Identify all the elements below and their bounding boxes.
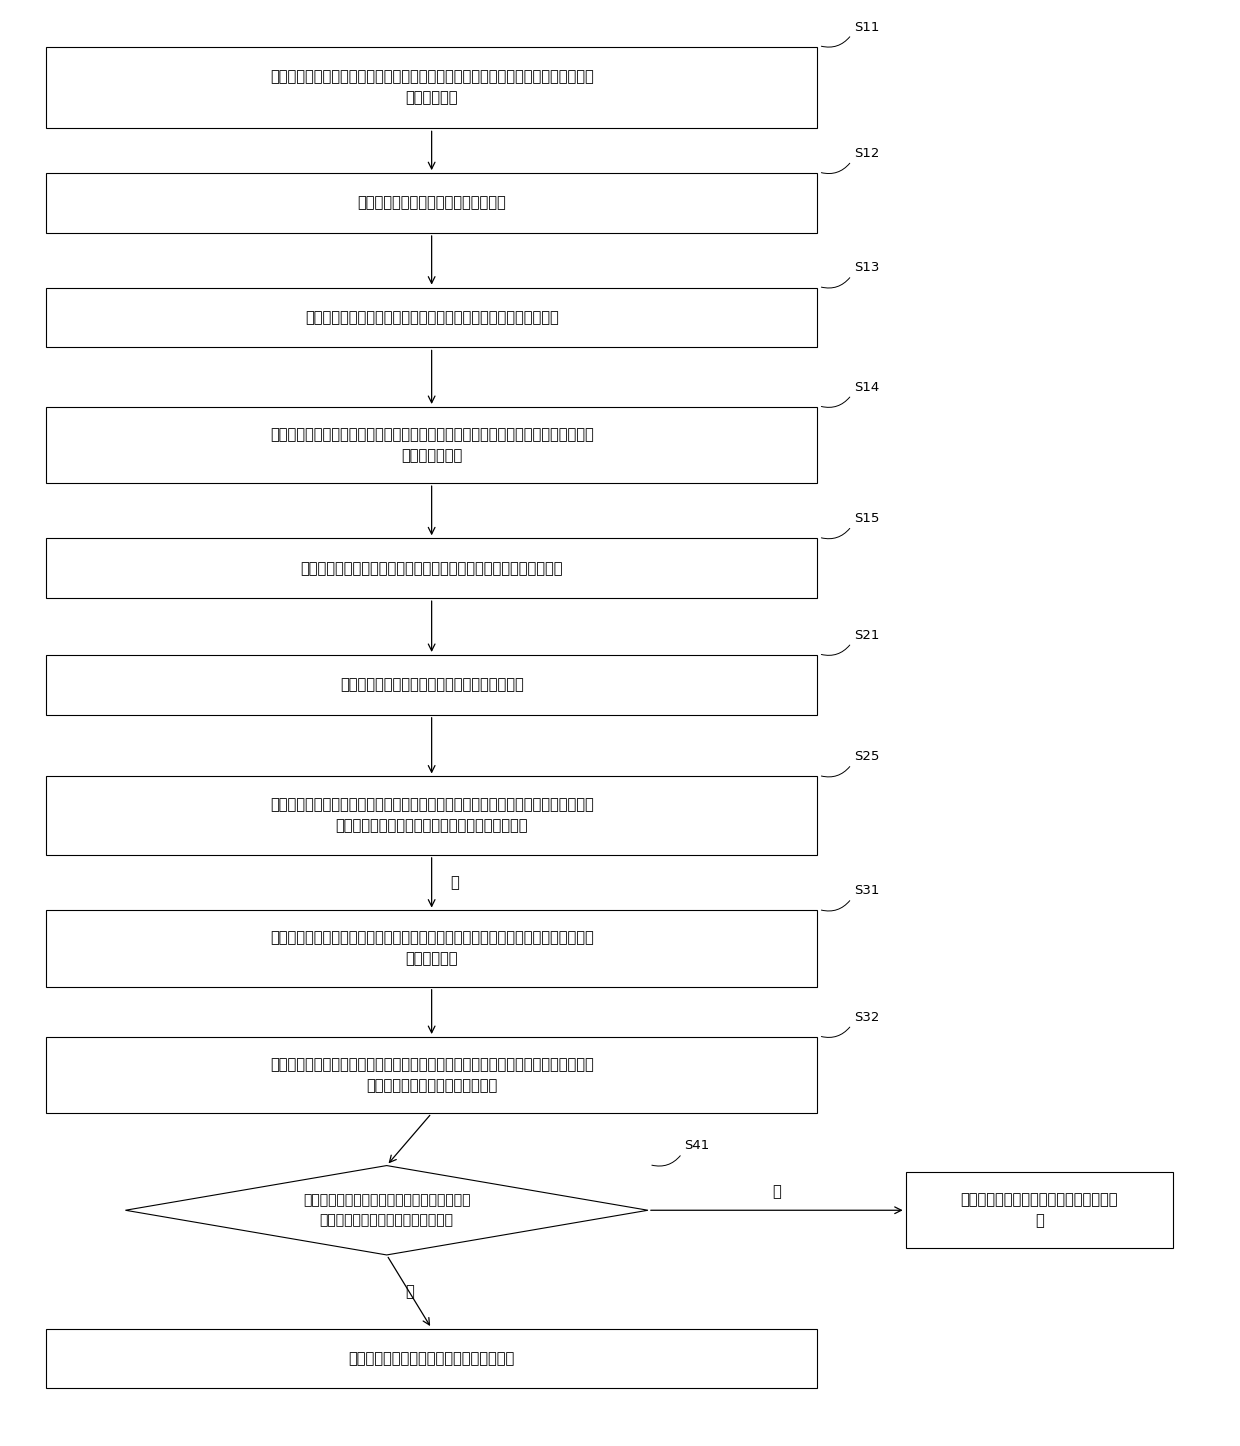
- Text: 是: 是: [450, 875, 459, 891]
- Text: 结合每个初始点云对象和每个初始点云对象预设距离范围内的点云，形成障碍物对应
的点云数据信息: 结合每个初始点云对象和每个初始点云对象预设距离范围内的点云，形成障碍物对应 的点…: [270, 427, 594, 463]
- Text: S14: S14: [854, 380, 879, 393]
- Text: 确定当前障碍物的运动方向为靠近激光雷达: 确定当前障碍物的运动方向为靠近激光雷达: [348, 1351, 515, 1366]
- Text: S21: S21: [854, 629, 879, 642]
- FancyBboxPatch shape: [46, 1329, 817, 1388]
- Polygon shape: [125, 1165, 649, 1255]
- Text: 按照预设拟合对比算法，判断当前时间点内障碍物的轮廓信息和相邻预设扫描时间间
隔点时障碍物的轮廓信息是否重合: 按照预设拟合对比算法，判断当前时间点内障碍物的轮廓信息和相邻预设扫描时间间 隔点…: [270, 1057, 594, 1093]
- Text: S32: S32: [854, 1011, 879, 1024]
- FancyBboxPatch shape: [905, 1173, 1173, 1248]
- Text: S13: S13: [854, 262, 879, 275]
- FancyBboxPatch shape: [46, 911, 817, 986]
- FancyBboxPatch shape: [46, 46, 817, 129]
- FancyBboxPatch shape: [46, 288, 817, 347]
- Text: 确定当前障碍物的运动方向为远离激光雷
达: 确定当前障碍物的运动方向为远离激光雷 达: [961, 1193, 1118, 1228]
- Text: 是: 是: [405, 1284, 414, 1300]
- FancyBboxPatch shape: [46, 777, 817, 855]
- Text: S25: S25: [854, 750, 879, 763]
- FancyBboxPatch shape: [46, 655, 817, 714]
- Text: 将障碍物的点云数据信息放在预设三维坐标系中: 将障碍物的点云数据信息放在预设三维坐标系中: [340, 677, 523, 693]
- Text: 通过激光雷达，按照预设扫描时间间隔对预设扫描范围进行扫描，获取预设扫描范围
内的点云数据: 通过激光雷达，按照预设扫描时间间隔对预设扫描范围进行扫描，获取预设扫描范围 内的…: [270, 69, 594, 106]
- FancyBboxPatch shape: [46, 1037, 817, 1113]
- Text: S11: S11: [854, 20, 879, 33]
- Text: 否: 否: [773, 1184, 781, 1199]
- Text: 按照预设聚类算法，获取每个初始点云对象预设距离范围内的点云: 按照预设聚类算法，获取每个初始点云对象预设距离范围内的点云: [305, 309, 558, 325]
- FancyBboxPatch shape: [46, 538, 817, 599]
- Text: 获取当前时间点，相邻预设扫描时间间隔点时激光雷达获取的预设扫描范围内的障碍
物的轮廓信息: 获取当前时间点，相邻预设扫描时间间隔点时激光雷达获取的预设扫描范围内的障碍 物的…: [270, 931, 594, 966]
- Text: 获取障碍物轮廓左限值、轮廓右限值、轮廓前限值、轮廓后限值、轮廓上限值、轮廓
下限值进一步的，获得当前障碍物的轮廓信息数据: 获取障碍物轮廓左限值、轮廓右限值、轮廓前限值、轮廓后限值、轮廓上限值、轮廓 下限…: [270, 798, 594, 834]
- Text: S12: S12: [854, 147, 879, 161]
- Text: 通过激光雷达获取到障碍物对应的初始点云对象的距离，记录并保存: 通过激光雷达获取到障碍物对应的初始点云对象的距离，记录并保存: [300, 561, 563, 576]
- Text: S41: S41: [684, 1139, 709, 1152]
- Text: S15: S15: [854, 512, 879, 525]
- FancyBboxPatch shape: [46, 174, 817, 233]
- Text: 在获取的点云中选取多个初始点云对象: 在获取的点云中选取多个初始点云对象: [357, 195, 506, 211]
- Text: S31: S31: [854, 885, 879, 898]
- Text: 判断两个相邻预设扫描时间间隔点，该障碍物
相对于激光雷达的距离信息是否减小: 判断两个相邻预设扫描时间间隔点，该障碍物 相对于激光雷达的距离信息是否减小: [303, 1193, 470, 1228]
- FancyBboxPatch shape: [46, 406, 817, 483]
